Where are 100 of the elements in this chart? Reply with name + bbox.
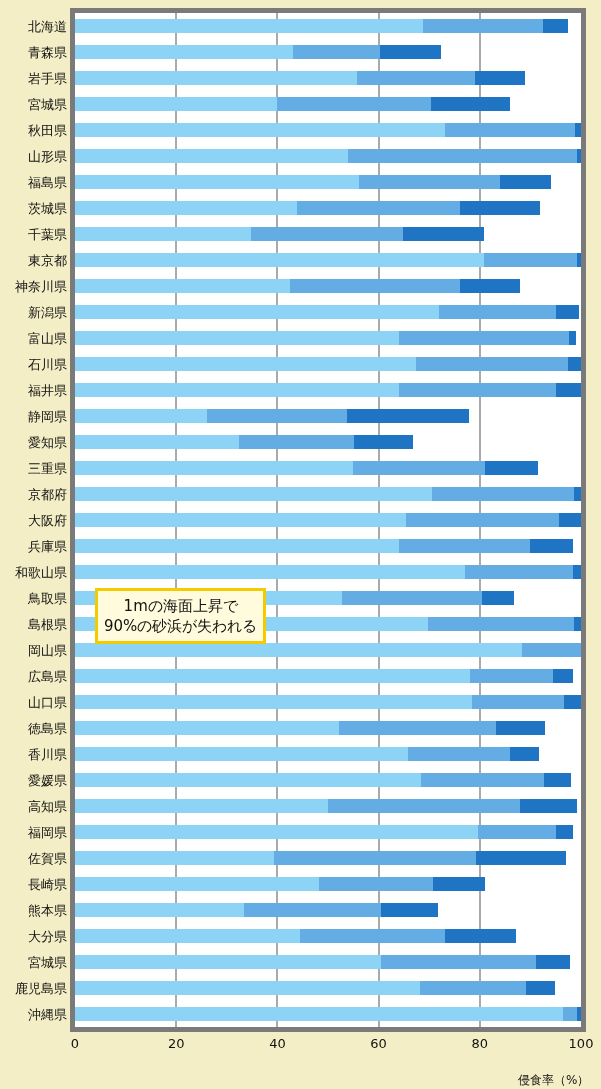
x-tick-label: 40 bbox=[269, 1035, 286, 1051]
bar bbox=[75, 122, 445, 138]
bar bbox=[75, 96, 278, 112]
bar bbox=[75, 746, 408, 762]
y-tick-label: 神奈川県 bbox=[15, 278, 68, 294]
bar bbox=[553, 668, 574, 684]
y-tick-label: 沖縄県 bbox=[28, 1006, 68, 1022]
bar bbox=[75, 460, 353, 476]
bar bbox=[484, 460, 538, 476]
y-tick-label: 石川県 bbox=[28, 356, 68, 372]
bar bbox=[75, 512, 406, 528]
bar bbox=[75, 356, 417, 372]
bar bbox=[577, 148, 581, 164]
y-tick-label: 福岡県 bbox=[28, 824, 68, 840]
bar bbox=[356, 70, 476, 86]
y-tick-label: 静岡県 bbox=[28, 408, 68, 424]
bar bbox=[75, 226, 252, 242]
bar bbox=[251, 226, 403, 242]
x-tick-label: 60 bbox=[370, 1035, 387, 1051]
bar bbox=[543, 18, 568, 34]
bar bbox=[75, 252, 484, 268]
y-tick-label: 秋田県 bbox=[28, 122, 68, 138]
bar bbox=[296, 200, 461, 216]
bar bbox=[422, 18, 544, 34]
bar bbox=[405, 512, 560, 528]
y-tick-label: 大阪府 bbox=[28, 512, 68, 528]
bar bbox=[75, 798, 328, 814]
bar bbox=[439, 304, 556, 320]
bar bbox=[419, 980, 527, 996]
bar bbox=[431, 486, 574, 502]
bar bbox=[75, 850, 274, 866]
y-tick-label: 広島県 bbox=[28, 668, 68, 684]
y-tick-label: 佐賀県 bbox=[28, 850, 68, 866]
y-tick-label: 高知県 bbox=[28, 798, 68, 814]
y-tick-label: 愛知県 bbox=[28, 434, 68, 450]
bar bbox=[576, 1006, 581, 1022]
y-tick-label: 兵庫県 bbox=[28, 538, 68, 554]
bar bbox=[379, 44, 442, 60]
bar bbox=[75, 408, 207, 424]
bar bbox=[520, 798, 577, 814]
bar bbox=[460, 200, 541, 216]
bar bbox=[495, 720, 546, 736]
bar bbox=[573, 616, 581, 632]
x-axis-title: 侵食率（%） bbox=[518, 1073, 590, 1087]
bar bbox=[416, 356, 569, 372]
bar bbox=[407, 746, 510, 762]
bar bbox=[465, 564, 573, 580]
y-tick-label: 愛媛県 bbox=[28, 772, 68, 788]
bar bbox=[574, 122, 581, 138]
bar bbox=[346, 408, 470, 424]
bar bbox=[75, 200, 297, 216]
bar bbox=[75, 70, 357, 86]
bar bbox=[568, 356, 581, 372]
bar bbox=[381, 902, 439, 918]
x-tick-label: 80 bbox=[471, 1035, 489, 1051]
bar bbox=[75, 304, 440, 320]
y-tick-label: 宮城県 bbox=[28, 96, 68, 112]
y-tick-label: 長崎県 bbox=[28, 876, 68, 892]
bar bbox=[75, 44, 293, 60]
bar bbox=[328, 798, 521, 814]
bar bbox=[75, 668, 471, 684]
y-tick-label: 大分県 bbox=[28, 928, 68, 944]
bar bbox=[75, 928, 300, 944]
y-tick-label: 山形県 bbox=[28, 148, 68, 164]
x-tick-label: 20 bbox=[167, 1035, 185, 1051]
y-tick-label: 岡山県 bbox=[28, 642, 68, 658]
bar bbox=[75, 538, 400, 554]
y-tick-label: 和歌山県 bbox=[15, 564, 68, 580]
bar bbox=[475, 70, 526, 86]
x-tick-label: 100 bbox=[568, 1035, 594, 1051]
bar bbox=[420, 772, 545, 788]
bar bbox=[427, 616, 574, 632]
bar bbox=[342, 590, 482, 606]
bar bbox=[399, 538, 531, 554]
y-tick-label: 京都府 bbox=[28, 486, 68, 502]
y-tick-label: 鹿児島県 bbox=[15, 980, 68, 996]
bar bbox=[433, 876, 485, 892]
bar bbox=[352, 460, 485, 476]
bar bbox=[559, 512, 581, 528]
bar bbox=[572, 564, 581, 580]
y-tick-label: 福島県 bbox=[28, 174, 68, 190]
y-tick-label: 鳥取県 bbox=[27, 590, 68, 606]
bar bbox=[244, 902, 382, 918]
bar bbox=[430, 96, 510, 112]
bar bbox=[481, 590, 515, 606]
bar bbox=[75, 486, 432, 502]
y-tick-label: 茨城県 bbox=[28, 200, 68, 216]
bar bbox=[460, 278, 521, 294]
bar bbox=[500, 174, 552, 190]
bar bbox=[521, 642, 581, 658]
bar bbox=[470, 668, 554, 684]
bar bbox=[402, 226, 484, 242]
bar bbox=[399, 330, 570, 346]
bar bbox=[75, 18, 423, 34]
bar bbox=[75, 642, 522, 658]
bar bbox=[526, 980, 555, 996]
bar bbox=[555, 304, 580, 320]
bar bbox=[347, 148, 578, 164]
y-tick-label: 岩手県 bbox=[28, 70, 68, 86]
bar bbox=[277, 96, 431, 112]
